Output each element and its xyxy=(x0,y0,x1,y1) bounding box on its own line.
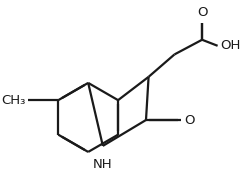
Text: O: O xyxy=(184,114,195,127)
Text: O: O xyxy=(197,6,207,19)
Text: NH: NH xyxy=(93,158,113,171)
Text: CH₃: CH₃ xyxy=(1,94,25,107)
Text: OH: OH xyxy=(220,39,241,52)
